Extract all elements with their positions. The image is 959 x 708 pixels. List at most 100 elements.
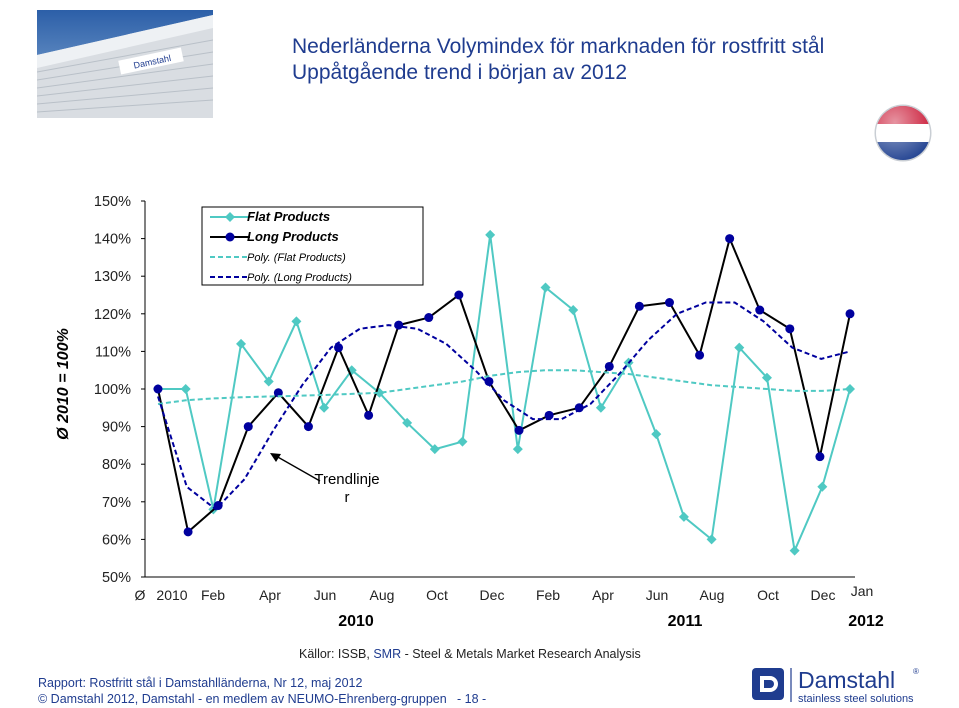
- y-tick-label: 70%: [102, 495, 131, 511]
- x-tick-label: Jan: [851, 583, 874, 599]
- series-long-products-point: [364, 410, 374, 420]
- series-flat-products-point: [706, 534, 717, 545]
- series-long-products-point: [845, 309, 855, 319]
- series-flat-products-point: [789, 545, 800, 556]
- plot-area: [153, 229, 855, 556]
- series-flat-products-point: [263, 376, 274, 387]
- y-tick-label: 80%: [102, 457, 131, 473]
- logo-registered: ®: [913, 667, 919, 676]
- series-long-products-point: [334, 343, 344, 353]
- series-flat-products-point: [236, 338, 247, 349]
- series-long-products-point: [634, 301, 644, 311]
- series-flat-products-point: [512, 444, 523, 455]
- y-axis: 150% 140% 130% 120% 110% 100% 90% 80% 70% 60% 50% Ø…: [55, 194, 855, 586]
- series-long-products-point: [695, 350, 705, 360]
- series-long-products-point: [785, 324, 795, 334]
- series-flat-products-point: [429, 444, 440, 455]
- logo-tagline: stainless steel solutions: [798, 693, 914, 705]
- annotation-arrowhead-icon: [270, 453, 281, 462]
- series-flat-products-point: [402, 417, 413, 428]
- damstahl-logo: Damstahl ® stainless steel solutions: [752, 667, 919, 705]
- series-long-products-point: [484, 376, 494, 386]
- x-tick-label: 2010: [156, 587, 187, 603]
- series-flat-products-line: [158, 234, 851, 555]
- legend-label: Long Products: [247, 229, 339, 244]
- year-label: 2011: [668, 613, 703, 630]
- series-long-products-point: [664, 298, 674, 308]
- series-poly-flat-products-line: [157, 369, 851, 405]
- x-tick-label: Ø: [135, 587, 146, 603]
- series-long-products-point: [454, 290, 464, 300]
- legend-marker: [225, 232, 235, 242]
- series-flat-products-point: [291, 316, 302, 327]
- y-tick-label: 150%: [94, 194, 131, 210]
- y-tick-label: 140%: [94, 232, 131, 248]
- year-label: 2010: [338, 613, 374, 630]
- series-long-products-point: [424, 313, 434, 323]
- annotation-arrow: [275, 455, 321, 482]
- series-flat-products-point: [346, 365, 357, 376]
- series-long-products-point: [544, 410, 554, 420]
- series-flat-products-point: [180, 384, 191, 394]
- page-title-block: Nederländerna Volymindex för marknaden f…: [292, 34, 824, 86]
- series-long-products-point: [514, 425, 524, 435]
- y-tick-label: 50%: [102, 570, 131, 586]
- series-long-products-point: [153, 384, 163, 394]
- series-flat-products-point: [845, 384, 855, 394]
- page-title: Nederländerna Volymindex för marknaden f…: [292, 35, 825, 58]
- netherlands-flag-icon: [874, 104, 932, 162]
- series-flat-products-point: [651, 429, 662, 440]
- y-axis-label: Ø 2010 = 100%: [55, 328, 72, 440]
- chart-legend: Flat Products Long Products Poly. (Flat Pr…: [201, 206, 424, 286]
- series-flat-products-point: [540, 282, 551, 293]
- series-poly-long-products-line: [157, 301, 851, 511]
- series-long-products-point: [815, 452, 825, 462]
- series-flat-products-point: [761, 372, 772, 383]
- sources-rest: - Steel & Metals Market Research Analysi…: [401, 647, 641, 661]
- x-axis: Ø 2010 Feb Apr Jun Aug Oct Dec Feb Apr Jun Aug Oct De…: [135, 583, 884, 630]
- series-flat-products-point: [734, 342, 745, 353]
- legend-marker: [225, 212, 235, 222]
- x-tick-label: Dec: [811, 587, 836, 603]
- page-subtitle: Uppåtgående trend i början av 2012: [292, 61, 628, 84]
- y-tick-label: 130%: [94, 269, 131, 285]
- footer-report: Rapport: Rostfritt stål i Damstahlländer…: [38, 676, 363, 690]
- y-tick-label: 100%: [94, 382, 131, 398]
- x-tick-label: Apr: [259, 587, 281, 603]
- sources-smr-link[interactable]: SMR: [373, 647, 402, 661]
- series-flat-products-point: [817, 481, 828, 492]
- series-long-products-line: [157, 235, 851, 534]
- series-long-products-point: [273, 388, 283, 398]
- damstahl-logo-mark-icon: [752, 668, 784, 700]
- series-flat-products-point: [568, 305, 579, 316]
- sources-prefix: Källor: ISSB,: [299, 647, 374, 661]
- series-flat-products-point: [595, 402, 606, 413]
- annotation-text: Trendlinje: [314, 471, 379, 488]
- legend-label: Poly. (Long Products): [247, 272, 352, 284]
- series-long-products-point: [183, 527, 193, 537]
- series-long-products-point: [725, 234, 735, 244]
- legend-label: Flat Products: [247, 209, 330, 224]
- legend-label: Poly. (Flat Products): [247, 252, 346, 264]
- x-tick-label: Dec: [480, 587, 505, 603]
- x-tick-label: Jun: [646, 587, 669, 603]
- series-long-products-point: [755, 305, 765, 315]
- y-tick-label: 60%: [102, 532, 131, 548]
- footer-copyright: © Damstahl 2012, Damstahl - en medlem av…: [38, 692, 447, 706]
- series-long-products-point: [604, 361, 614, 371]
- x-tick-label: Jun: [314, 587, 337, 603]
- series-flat-products-point: [485, 229, 496, 240]
- series-long-products-point: [394, 320, 404, 330]
- building-photo: Damstahl: [37, 10, 213, 118]
- x-tick-label: Oct: [757, 587, 779, 603]
- series-flat-products-point: [457, 436, 468, 447]
- x-tick-label: Apr: [592, 587, 614, 603]
- y-tick-label: 120%: [94, 307, 131, 323]
- page-number: - 18 -: [457, 692, 487, 706]
- y-tick-label: 90%: [102, 420, 131, 436]
- y-tick-label: 110%: [95, 344, 131, 360]
- sources-note: Källor: ISSB, SMR - Steel & Metals Marke…: [299, 647, 641, 661]
- x-tick-label: Feb: [201, 587, 225, 603]
- series-long-products-point: [303, 422, 313, 432]
